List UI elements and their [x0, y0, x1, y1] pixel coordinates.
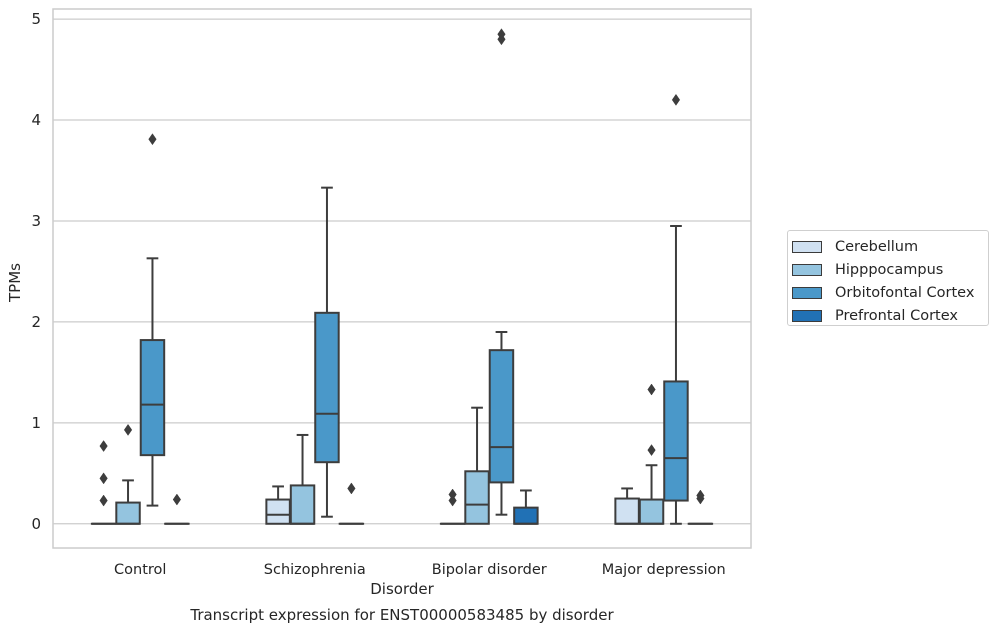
x-tick-label: Bipolar disorder: [432, 562, 547, 578]
y-tick-label: 3: [31, 212, 41, 230]
y-tick-label: 1: [31, 414, 41, 432]
legend-item: Orbitofontal Cortex: [792, 281, 988, 304]
legend-swatch-hippocampus: [792, 264, 822, 276]
legend-item: Hipppocampus: [792, 258, 988, 281]
outlier-point: [173, 494, 181, 505]
legend-swatch-cerebellum: [792, 241, 822, 253]
box: [291, 485, 314, 523]
box: [266, 500, 289, 524]
outlier-point: [100, 441, 108, 452]
x-tick-label: Major depression: [602, 562, 726, 578]
legend: Cerebellum Hipppocampus Orbitofontal Cor…: [787, 230, 989, 326]
outlier-point: [648, 384, 656, 395]
box: [514, 508, 537, 524]
box: [465, 471, 488, 523]
x-tick-label: Control: [114, 562, 166, 578]
outlier-point: [672, 94, 680, 105]
box: [615, 499, 638, 524]
y-tick-label: 4: [31, 111, 41, 129]
outlier-point: [124, 424, 132, 435]
box: [640, 500, 663, 524]
y-axis-label: TPMs: [6, 263, 24, 302]
y-tick-label: 5: [31, 10, 41, 28]
legend-swatch-prefrontal: [792, 310, 822, 322]
outlier-point: [348, 483, 356, 494]
plot-frame: [53, 9, 751, 548]
outlier-point: [100, 495, 108, 506]
legend-label: Orbitofontal Cortex: [835, 285, 974, 301]
box: [664, 381, 687, 500]
legend-label: Prefrontal Cortex: [835, 308, 958, 324]
box: [116, 503, 139, 524]
box: [141, 340, 164, 455]
box: [315, 313, 338, 462]
outlier-point: [449, 489, 457, 500]
legend-item: Cerebellum: [792, 235, 988, 258]
outlier-point: [149, 134, 157, 145]
legend-item: Prefrontal Cortex: [792, 304, 988, 327]
y-tick-label: 0: [31, 515, 41, 533]
y-tick-label: 2: [31, 313, 41, 331]
legend-swatch-orbitofrontal: [792, 287, 822, 299]
outlier-point: [100, 473, 108, 484]
chart-caption: Transcript expression for ENST0000058348…: [53, 606, 751, 624]
box: [490, 350, 513, 482]
legend-label: Cerebellum: [835, 239, 918, 255]
legend-label: Hipppocampus: [835, 262, 943, 278]
outlier-point: [648, 445, 656, 456]
x-axis-label: Disorder: [53, 580, 751, 598]
x-tick-label: Schizophrenia: [264, 562, 366, 578]
